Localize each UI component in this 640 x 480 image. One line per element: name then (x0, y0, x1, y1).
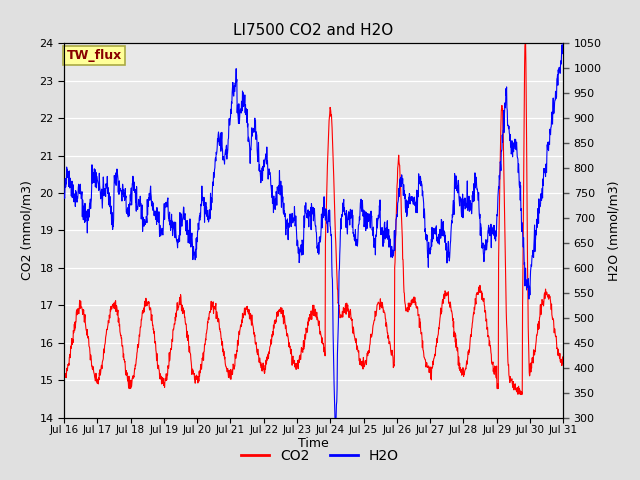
Text: TW_flux: TW_flux (67, 49, 122, 62)
Title: LI7500 CO2 and H2O: LI7500 CO2 and H2O (234, 23, 394, 38)
X-axis label: Time: Time (298, 437, 329, 450)
Y-axis label: H2O (mmol/m3): H2O (mmol/m3) (607, 180, 620, 281)
Y-axis label: CO2 (mmol/m3): CO2 (mmol/m3) (20, 180, 34, 280)
Legend: CO2, H2O: CO2, H2O (236, 443, 404, 468)
